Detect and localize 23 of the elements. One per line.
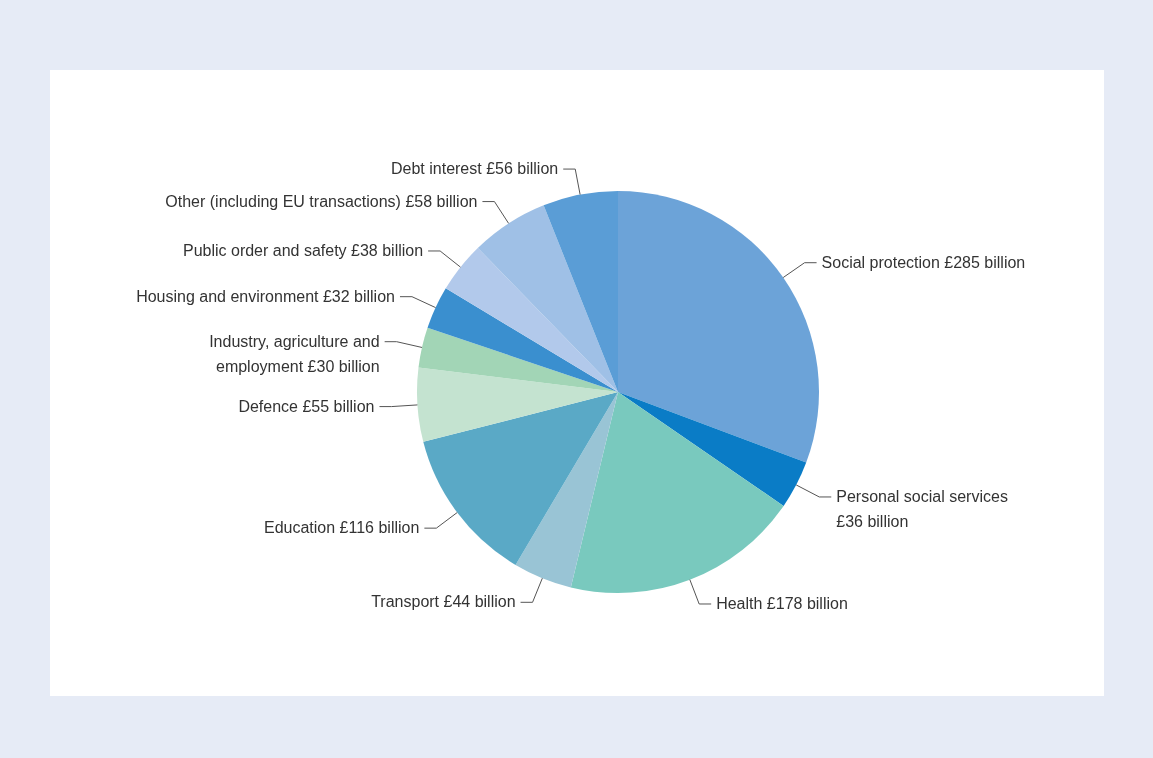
- pie-slice: [543, 191, 618, 392]
- data-label: £36 billion: [836, 512, 909, 530]
- pie-slice: [417, 367, 618, 442]
- pie-slice: [477, 205, 618, 392]
- slice-label: Social protection £285 billion: [821, 253, 1026, 271]
- slice-label: Defence £55 billion: [238, 397, 375, 415]
- pie-slice: [427, 288, 618, 392]
- slice-label: Personal social services: [836, 487, 1008, 505]
- slice-label: Transport £44 billion: [371, 593, 516, 611]
- pie-slice: [618, 191, 819, 463]
- pie-slice: [423, 392, 618, 565]
- slice-label: Health £178 billion: [716, 595, 848, 612]
- pie-slice: [570, 392, 784, 593]
- slice-label: Public order and safety £38 billion: [182, 241, 424, 259]
- pie-slice: [618, 392, 807, 506]
- pie-slice: [515, 392, 618, 588]
- pie-slice: [445, 247, 618, 392]
- slice-label: Industry, agriculture and employment £30 billion: [209, 332, 380, 375]
- slice-label: Debt interest £56 billion: [391, 160, 559, 178]
- pie-slice: [418, 327, 618, 392]
- slice-label: Other (including EU transactions) £58 billion: [165, 192, 478, 210]
- slice-label: Housing and environment £32 billion: [136, 287, 395, 305]
- slice-label: Education £116 billion: [263, 519, 420, 537]
